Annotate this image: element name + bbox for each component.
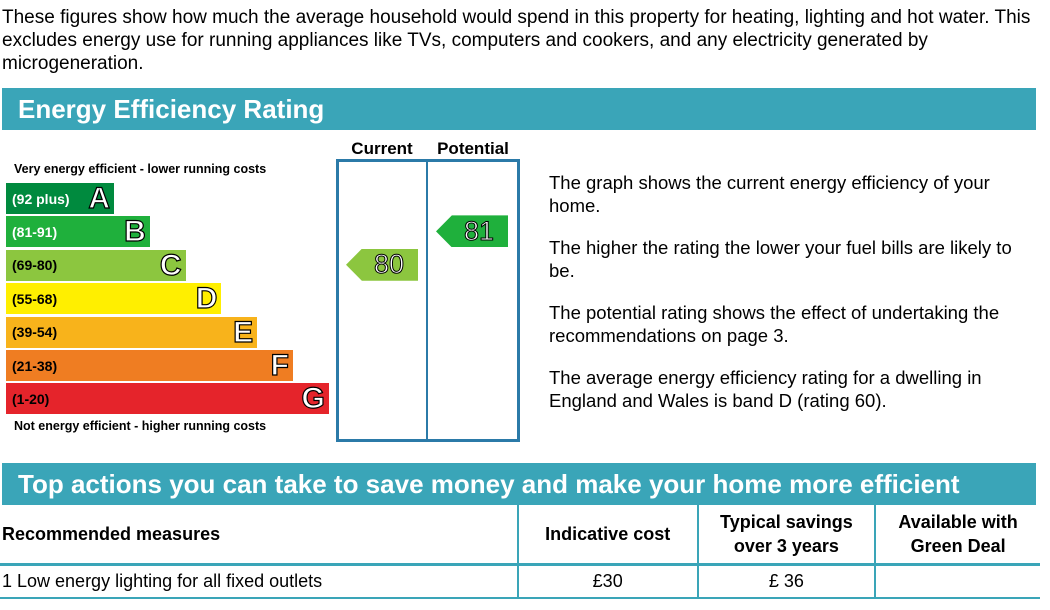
potential-rating-arrow: 81 bbox=[436, 215, 508, 248]
rating-band-f: (21-38) F bbox=[6, 349, 293, 382]
potential-column bbox=[426, 138, 520, 442]
table-row: 1 Low energy lighting for all fixed outl… bbox=[0, 564, 1040, 599]
measure-cell: 1 Low energy lighting for all fixed outl… bbox=[0, 564, 518, 599]
rating-band-c: (69-80) C bbox=[6, 248, 186, 282]
savings-header-line2: over 3 years bbox=[733, 536, 839, 556]
explanation-paragraph: The higher the rating the lower your fue… bbox=[549, 237, 1012, 281]
savings-header-line1: Typical savings bbox=[720, 512, 853, 532]
energy-efficiency-rating-heading: Energy Efficiency Rating bbox=[2, 88, 1036, 130]
energy-rating-graph: Current Potential Very energy efficient … bbox=[4, 138, 520, 442]
potential-column-header: Potential bbox=[426, 138, 520, 162]
green-deal-header-line1: Available with bbox=[898, 512, 1018, 532]
explanation-paragraph: The potential rating shows the effect of… bbox=[549, 302, 1000, 346]
green-deal-header-line2: Green Deal bbox=[910, 536, 1006, 556]
band-range: (81-91) bbox=[12, 223, 58, 240]
band-letter: C bbox=[159, 248, 182, 282]
bottom-scale-note: Not energy efficient - higher running co… bbox=[14, 419, 267, 433]
green-deal-header: Available with Green Deal bbox=[874, 505, 1040, 566]
savings-header: Typical savings over 3 years bbox=[696, 505, 876, 566]
current-rating-arrow: 80 bbox=[346, 248, 418, 281]
savings-cell: £ 36 bbox=[696, 564, 876, 599]
rating-band-g: (1-20) G bbox=[6, 382, 329, 416]
potential-rating-value: 81 bbox=[463, 215, 495, 246]
band-range: (39-54) bbox=[12, 324, 58, 341]
rating-band-e: (39-54) E bbox=[6, 315, 258, 349]
rating-band-b: (81-91) B bbox=[6, 215, 150, 249]
table-header-row: Recommended measures Indicative cost Typ… bbox=[0, 505, 1040, 566]
current-column bbox=[336, 138, 428, 442]
top-scale-note: Very energy efficient - lower running co… bbox=[14, 162, 267, 176]
band-range: (21-38) bbox=[12, 357, 58, 374]
recommendations-table: Recommended measures Indicative cost Typ… bbox=[0, 505, 1040, 599]
rating-band-d: (55-68) D bbox=[6, 282, 222, 316]
top-actions-heading: Top actions you can take to save money a… bbox=[2, 463, 1036, 505]
intro-text: These figures show how much the average … bbox=[2, 7, 1031, 74]
band-letter: A bbox=[88, 182, 111, 215]
band-range: (92 plus) bbox=[12, 190, 70, 207]
band-range: (69-80) bbox=[12, 257, 58, 274]
band-range: (1-20) bbox=[12, 390, 50, 407]
cost-cell: £30 bbox=[516, 564, 698, 599]
band-letter: G bbox=[301, 382, 326, 416]
rating-explanation: The graph shows the current energy effic… bbox=[549, 172, 1039, 432]
band-letter: D bbox=[195, 282, 218, 316]
current-column-header: Current bbox=[336, 138, 428, 162]
band-letter: B bbox=[124, 215, 147, 249]
band-range: (55-68) bbox=[12, 290, 58, 307]
green-deal-cell bbox=[874, 564, 1040, 599]
rating-band-a: (92 plus) A bbox=[6, 182, 114, 215]
explanation-paragraph: The average energy efficiency rating for… bbox=[549, 367, 982, 411]
band-letter: F bbox=[270, 349, 290, 382]
current-rating-value: 80 bbox=[373, 249, 405, 280]
measures-header: Recommended measures bbox=[0, 505, 518, 566]
band-letter: E bbox=[233, 315, 254, 349]
explanation-paragraph: The graph shows the current energy effic… bbox=[549, 172, 990, 216]
cost-header: Indicative cost bbox=[516, 505, 698, 566]
